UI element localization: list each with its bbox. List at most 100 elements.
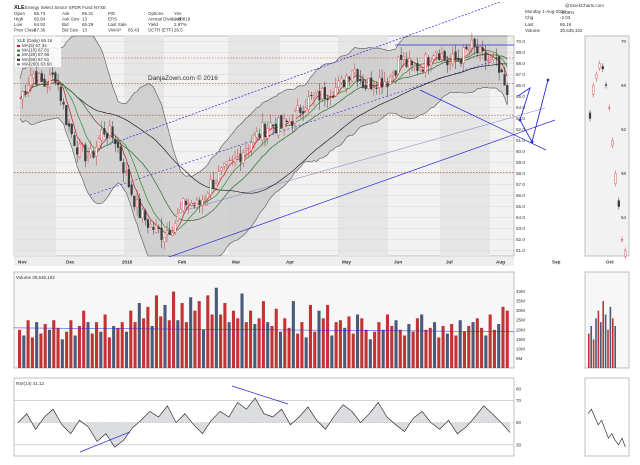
rsi-line [14,385,514,453]
mini-y-tick: 70 [621,39,627,44]
mini-rsi-line [587,408,626,448]
volume-bar [142,318,146,368]
mini-candle [617,200,620,207]
volume-bar [253,324,257,368]
candle-body [429,61,433,66]
month-label: May [342,260,351,265]
y-tick-label: 60.0 [516,149,525,154]
candle-body [348,76,351,80]
volume-tick: 25M [516,318,525,323]
bollinger-upper [19,35,508,177]
rsi-panel: RSI(14) 41.12 30 50 70 80 [13,377,630,457]
candle-body [144,210,147,221]
candle-body [198,200,201,205]
volume-tick: 10M [516,346,525,351]
month-label: Nov [18,260,27,265]
last-value: 65.16 [560,22,572,27]
volume-bar [236,318,240,368]
mini-candle [620,239,624,241]
stat-value: 26.5 [174,28,183,33]
volume-bar [484,335,488,368]
candle-body [146,219,150,228]
mini-volume-bg [584,271,630,369]
candle-body [315,89,318,93]
quote-date: Monday 1-Aug-2016 [525,9,566,14]
volume-bar [124,331,129,368]
candle-body [187,202,190,205]
candle-body [54,72,57,83]
volume-bar [206,295,210,368]
candle-body [239,153,242,162]
candle-body [160,227,163,240]
volume-bar [330,335,334,368]
volume-bar [334,322,338,368]
volume-bar [462,331,467,368]
candle-body [116,142,120,148]
volume-bar [296,333,300,368]
candle-body [67,123,71,127]
candle-body [282,118,286,130]
volume-bar [291,301,295,368]
candle-body [495,57,498,60]
stat-value: 65.84 [34,17,46,22]
candle-body [361,80,365,88]
volume-bar [86,322,90,368]
candle-body [29,75,32,86]
candle-body [443,51,446,61]
candle-body [337,80,340,88]
volume-bar [274,308,278,368]
y-tick-label: 67.0 [516,72,525,77]
rsi-polyline [17,397,511,448]
volume-label: Volume [525,28,541,33]
candle-body [108,125,111,136]
volume-bar [420,314,424,368]
volume-bar [441,325,445,368]
volume-bar [146,306,150,368]
volume-bar [65,331,69,368]
y-tick-label: 70.0 [516,39,525,44]
candle-body [326,98,329,100]
fund-name: Energy Select Sector SPDR Fund NYSE [25,5,106,10]
candle-body [432,55,435,60]
candle-body [383,81,386,87]
volume-bar [116,327,120,368]
volume-tick: 15M [516,337,525,342]
volume-bar [480,327,484,368]
volume-bar [343,327,347,368]
candle-body [302,111,305,114]
volume-bars [13,287,515,368]
volume-bar [261,301,265,368]
mini-volume-bar [602,301,604,368]
candle-body [258,133,261,138]
candle-body [174,223,177,233]
candle-body [176,213,179,222]
volume-bar [403,335,407,368]
rsi-tick: 70 [516,398,522,403]
volume-panel: Volume 30,635,102 5M 10M 15M 20M 25M 30M 35M 40… [13,271,630,369]
mini-volume-bar [590,325,592,368]
volume-bar [22,335,26,368]
volume-bar [39,333,43,368]
candle-body [296,105,299,111]
mini-candle [595,74,598,79]
volume-bar [99,331,103,368]
y-tick-label: 68.0 [516,61,525,66]
volume-bar [492,329,496,368]
candle-body [489,57,493,60]
candle-body [424,54,427,73]
volume-bar [394,320,398,368]
rsi-area [18,398,510,448]
projection-path [517,79,549,144]
volume-bar [501,306,505,368]
candle-body [220,167,223,171]
candle-body [114,139,117,144]
candle-body [214,182,218,189]
candle-body [62,101,65,105]
stat-label: Options [148,11,164,16]
stat-label: High [14,17,24,22]
y-tick-label: 56.0 [516,193,525,198]
volume-bar [77,325,81,368]
volume-bar [313,331,317,368]
stat-value: 65.31 [82,11,94,16]
candle-body [454,51,457,60]
